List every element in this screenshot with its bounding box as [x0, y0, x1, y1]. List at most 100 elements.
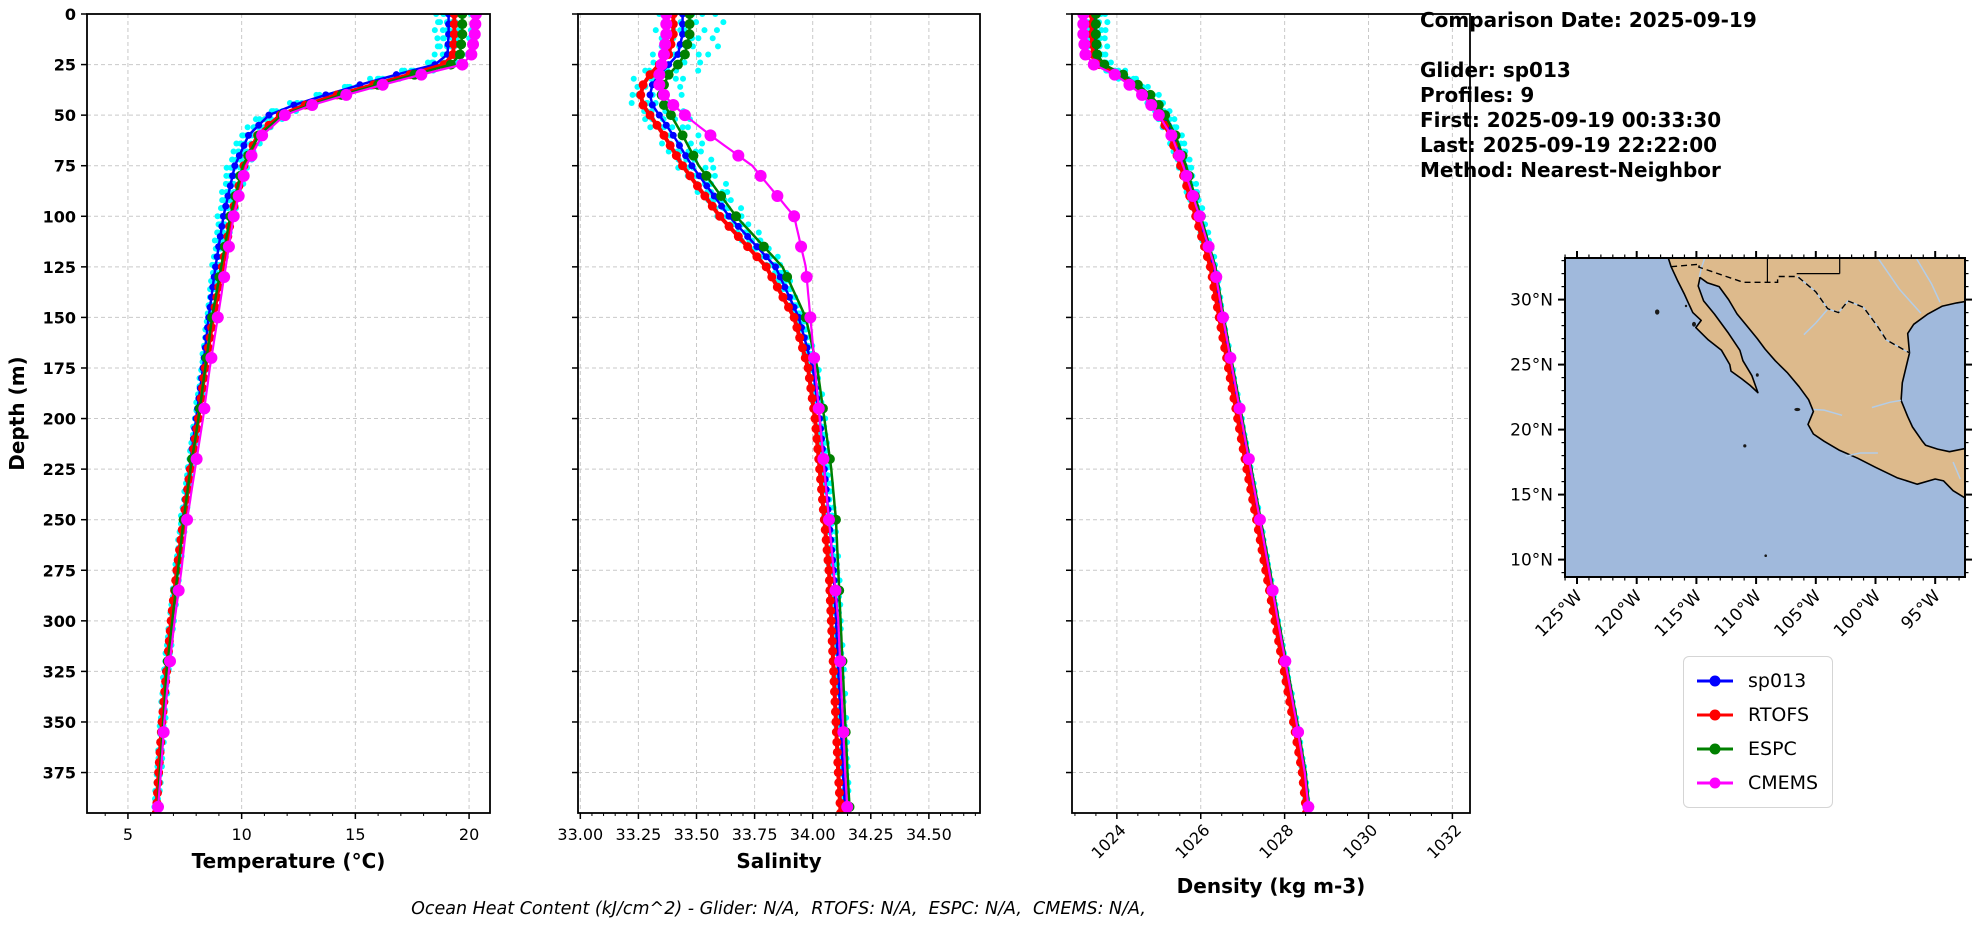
RTOFS-series [636, 14, 846, 813]
sp013-marker [226, 182, 234, 190]
ESPC-marker [456, 39, 467, 50]
sp013-marker [216, 233, 224, 241]
svg-text:50: 50 [54, 106, 76, 125]
RTOFS-marker [810, 414, 820, 424]
sp013-marker [224, 192, 232, 200]
panel-frame [577, 13, 981, 814]
CMEMS-marker [678, 109, 691, 122]
svg-text:34.50: 34.50 [906, 825, 952, 844]
RTOFS-marker [1202, 252, 1212, 262]
RTOFS-marker [816, 474, 826, 484]
ESPC-marker [1090, 19, 1101, 30]
map-ocean [1565, 258, 1965, 577]
axis-ticks [572, 13, 976, 819]
CMEMS-marker [657, 48, 670, 61]
axis-ticks [1066, 13, 1454, 819]
profiles-count-text: Profiles: 9 [1420, 83, 1535, 107]
CMEMS-marker [655, 58, 668, 71]
RTOFS-marker [834, 788, 844, 798]
svg-text:75: 75 [54, 157, 76, 176]
CMEMS-series [653, 14, 854, 813]
line-marker-swatch [1697, 743, 1733, 755]
RTOFS-marker [1205, 262, 1215, 272]
CMEMS-marker [469, 14, 482, 20]
sp013-marker [676, 40, 684, 48]
gridlines [87, 14, 490, 813]
RTOFS-marker [449, 14, 459, 19]
sp013-marker [772, 263, 780, 271]
svg-text:300: 300 [43, 612, 76, 631]
sp013-marker [669, 131, 677, 139]
CMEMS-marker [340, 88, 353, 101]
RTOFS-marker [832, 737, 842, 747]
CMEMS-marker [157, 726, 170, 739]
RTOFS-marker [752, 252, 762, 262]
svg-text:5: 5 [123, 825, 133, 844]
CMEMS-marker [211, 311, 224, 324]
CMEMS-marker [659, 38, 672, 51]
svg-text:33.00: 33.00 [557, 825, 603, 844]
ESPC-marker [1090, 14, 1101, 19]
RTOFS-marker [800, 353, 810, 363]
RTOFS-marker [829, 666, 839, 676]
CMEMS-marker [468, 28, 481, 41]
svg-text:1032: 1032 [1423, 820, 1465, 862]
RTOFS-marker [825, 596, 835, 606]
sp013-marker [744, 233, 752, 241]
CMEMS-marker [667, 99, 680, 112]
comparison-date-text: Comparison Date: 2025-09-19 [1420, 8, 1757, 32]
RTOFS-marker [743, 242, 753, 252]
line-marker-swatch [1697, 709, 1733, 721]
RTOFS-marker [448, 49, 458, 59]
RTOFS-marker [821, 535, 831, 545]
glider-id-text: Glider: sp013 [1420, 58, 1571, 82]
RTOFS-marker [1211, 292, 1221, 302]
RTOFS-marker [1212, 302, 1222, 312]
RTOFS-marker [831, 717, 841, 727]
CMEMS-marker [1180, 169, 1193, 182]
ohc-footer-text: Ocean Heat Content (kJ/cm^2) - Glider: N… [411, 899, 1146, 919]
RTOFS-marker [824, 575, 834, 585]
RTOFS-marker [692, 181, 702, 191]
RTOFS-marker [665, 140, 675, 150]
CMEMS-marker [1253, 513, 1266, 526]
RTOFS-marker [707, 201, 717, 211]
CMEMS-marker [660, 28, 673, 41]
glider-raw-profiles [1080, 14, 1312, 810]
CMEMS-marker [653, 78, 666, 91]
RTOFS-marker [812, 434, 822, 444]
sp013-marker [679, 30, 687, 38]
CMEMS-marker [1145, 99, 1158, 112]
sp013-marker [695, 172, 703, 180]
RTOFS-marker [767, 272, 777, 282]
sp013-marker [718, 202, 726, 210]
RTOFS-marker [784, 302, 794, 312]
ESPC-marker [1092, 49, 1103, 60]
CMEMS-marker [660, 14, 673, 20]
CMEMS-marker [1136, 88, 1149, 101]
RTOFS-marker [700, 191, 710, 201]
svg-text:1028: 1028 [1255, 820, 1297, 862]
sp013-marker [682, 152, 690, 160]
CMEMS-marker [1193, 210, 1206, 223]
panel-frame [86, 13, 491, 814]
x-tick-labels: 1024 1026 1028 1030 1032 [1087, 820, 1465, 862]
ESPC-marker [1118, 69, 1129, 80]
ESPC-marker [688, 150, 699, 161]
ESPC-marker [454, 49, 465, 60]
CMEMS-marker [1152, 109, 1165, 122]
RTOFS-marker [811, 424, 821, 434]
sp013-marker [219, 212, 227, 220]
RTOFS-marker [789, 312, 799, 322]
sp013-marker [703, 182, 711, 190]
RTOFS-marker [806, 383, 816, 393]
RTOFS-marker [797, 343, 807, 353]
RTOFS-marker [817, 494, 827, 504]
svg-text:100: 100 [43, 207, 76, 226]
sp013-marker [229, 172, 237, 180]
map-lon-label: 110°W [1711, 586, 1766, 641]
CMEMS-marker [1302, 800, 1315, 813]
sp013-marker [688, 162, 696, 170]
